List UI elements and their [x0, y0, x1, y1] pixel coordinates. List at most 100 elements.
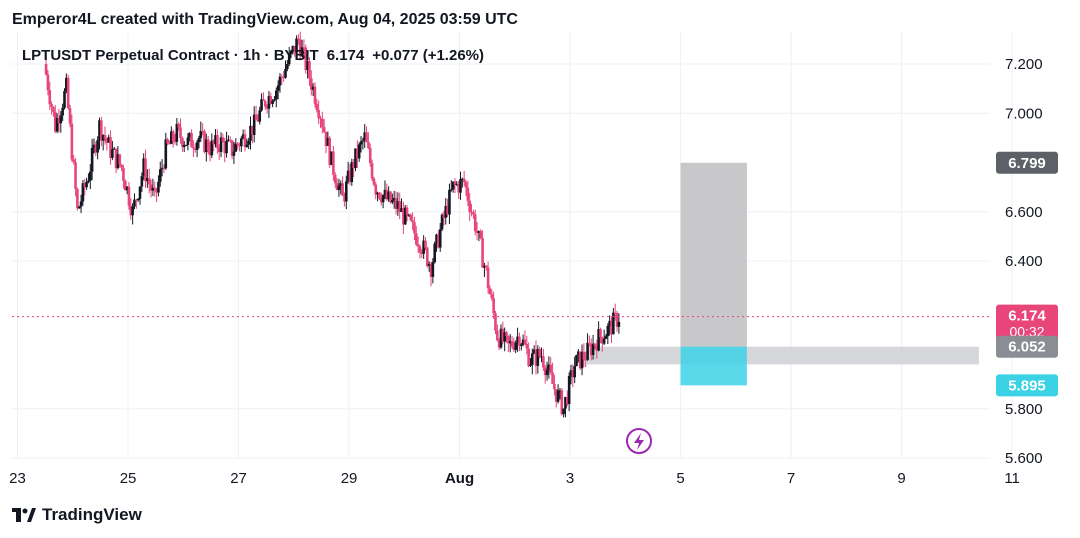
tradingview-brand[interactable]: TradingView — [12, 505, 142, 525]
candle-body — [199, 130, 203, 139]
candle-body — [475, 231, 479, 233]
range-zone — [586, 346, 979, 365]
candle-body — [597, 329, 600, 351]
candle-body — [510, 341, 514, 347]
candle-body — [267, 96, 271, 109]
candle-body — [203, 131, 206, 152]
x-axis[interactable]: 23 25 27 29 Aug 3 5 7 9 11 — [9, 470, 1020, 487]
candle-body — [403, 207, 407, 225]
candle-body — [186, 137, 190, 145]
candle-body — [341, 183, 344, 196]
candle-body — [529, 364, 532, 366]
y-tick-label: 6.600 — [1005, 204, 1043, 221]
candle-body — [171, 131, 175, 142]
candle-body — [525, 344, 529, 349]
candle-body — [422, 240, 425, 254]
candle-body — [273, 99, 276, 101]
y-tick-label: 5.800 — [1005, 401, 1043, 418]
candle-body — [556, 390, 560, 402]
candle-body — [424, 240, 427, 248]
candle-body — [359, 141, 363, 145]
candle-body — [339, 183, 343, 186]
candle-body — [293, 46, 297, 53]
candle-body — [66, 77, 70, 109]
candle-body — [462, 178, 466, 183]
candle-body — [591, 343, 595, 356]
candle-body — [208, 151, 212, 156]
candle-body — [319, 118, 322, 120]
candle-body — [223, 141, 227, 154]
candle-body — [258, 110, 262, 122]
candle-body — [553, 383, 556, 390]
candle-body — [381, 195, 385, 203]
candle-body — [429, 264, 433, 277]
candle-body — [96, 140, 99, 153]
candle-body — [426, 247, 429, 267]
candle-body — [243, 134, 247, 147]
candle-body — [112, 148, 116, 150]
candle-body — [577, 351, 580, 356]
candle-body — [414, 233, 418, 245]
candle-body — [271, 100, 274, 104]
candle-body — [586, 342, 589, 360]
candle-body — [442, 214, 446, 218]
candle-body — [350, 162, 354, 183]
candle-body — [219, 137, 223, 152]
price-label-badge — [996, 374, 1058, 397]
candle-body — [304, 47, 308, 71]
candle-body — [519, 344, 523, 346]
candle-body — [173, 141, 177, 143]
y-tick-label: 5.600 — [1005, 450, 1043, 467]
symbol-legend[interactable]: LPTUSDT Perpetual Contract · 1h · BYBIT … — [22, 47, 484, 64]
candle-body — [348, 170, 352, 183]
candle-body — [497, 340, 501, 348]
candle-body — [236, 143, 239, 145]
candle-body — [125, 186, 129, 191]
candle-body — [503, 332, 506, 342]
candle-body — [238, 144, 241, 147]
candle-body — [302, 47, 306, 49]
candle-body — [444, 205, 448, 218]
candle-body — [251, 125, 254, 136]
candle-body — [298, 39, 302, 57]
candle-body — [151, 187, 155, 191]
candle-body — [352, 162, 355, 169]
lightning-icon[interactable] — [626, 428, 652, 454]
candle-body — [376, 192, 379, 195]
candle-body — [74, 162, 77, 189]
x-tick-label: 5 — [676, 470, 684, 487]
candle-body — [357, 144, 361, 159]
candle-body — [197, 138, 201, 143]
candle-body — [499, 328, 503, 348]
candle-body — [201, 130, 204, 132]
candle-body — [532, 349, 536, 354]
target-zone[interactable] — [680, 162, 747, 347]
candle-body — [573, 366, 576, 378]
candle-body — [600, 337, 604, 344]
candle-body — [57, 118, 61, 124]
y-tick-label: 7.000 — [1005, 105, 1043, 122]
candle-body — [484, 265, 488, 268]
candle-body — [109, 137, 112, 158]
long-position-tool[interactable] — [680, 162, 747, 386]
candle-body — [496, 330, 499, 341]
candle-body — [262, 99, 265, 102]
y-tick-label: 7.200 — [1005, 56, 1043, 73]
candle-body — [136, 198, 140, 201]
candle-body — [155, 188, 158, 193]
candle-body — [578, 351, 582, 369]
stop-zone[interactable] — [680, 346, 747, 386]
candle-body — [122, 167, 125, 181]
y-axis[interactable]: 7.200 7.000 6.600 6.400 5.800 5.600 — [1005, 56, 1043, 467]
candle-body — [252, 114, 256, 136]
candle-body — [127, 186, 131, 206]
candle-body — [50, 104, 53, 108]
candle-body — [181, 138, 184, 148]
candle-body — [523, 339, 527, 345]
candle-body — [118, 154, 122, 165]
candle-body — [276, 85, 280, 91]
candle-body — [254, 114, 258, 120]
x-tick-label: 11 — [1004, 470, 1020, 487]
candle-body — [449, 189, 453, 191]
